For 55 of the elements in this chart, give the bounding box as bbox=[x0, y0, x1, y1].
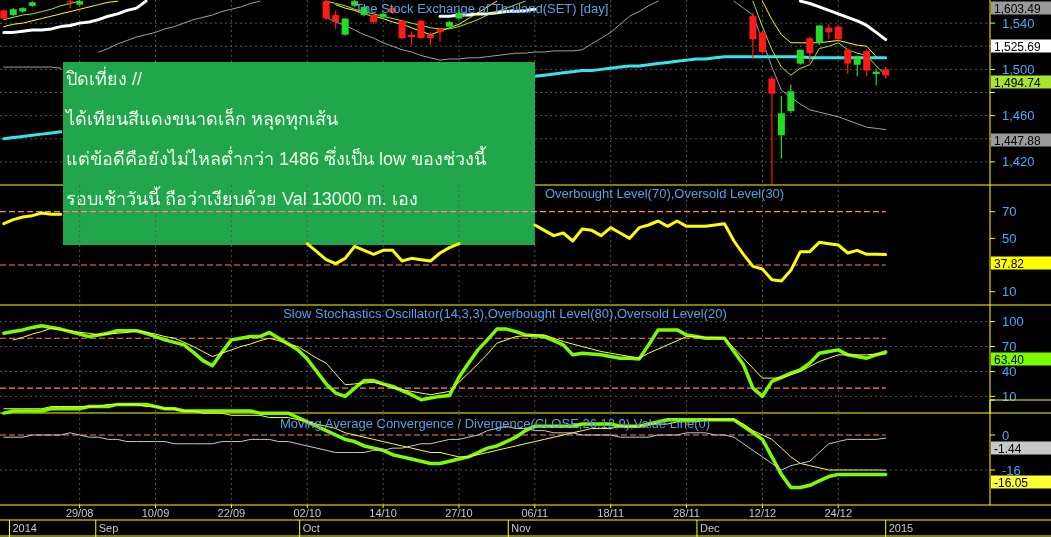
chart-title: Slow Stochastics Oscillator(14,3,3),Overbought Level(80),Oversold Level(20) bbox=[283, 306, 727, 321]
y-tick-label: 100 bbox=[1002, 314, 1024, 330]
chart-title: Overbought Level(70),Oversold Level(30) bbox=[545, 186, 785, 201]
text: Dec bbox=[699, 522, 721, 534]
text: 1,525.69 bbox=[994, 39, 1042, 54]
text: Nov bbox=[511, 522, 532, 534]
text: Sep bbox=[98, 522, 119, 534]
y-tick-label: 10 bbox=[1002, 388, 1017, 404]
x-tick-label: 12/12 bbox=[748, 507, 777, 519]
y-tick-label: 70 bbox=[1002, 204, 1017, 220]
text: 1,447.88 bbox=[994, 133, 1042, 148]
candlestick bbox=[777, 95, 785, 160]
y-tick-label: 1,540 bbox=[1002, 15, 1035, 31]
candlestick bbox=[853, 54, 861, 77]
candlestick bbox=[322, 0, 330, 21]
y-tick-label: 1,500 bbox=[1002, 61, 1035, 77]
x-tick-label: 27/10 bbox=[445, 507, 473, 519]
y-tick-label: 70 bbox=[1002, 339, 1017, 355]
x-tick-label: 10/09 bbox=[141, 507, 170, 519]
text: Oct bbox=[302, 522, 320, 534]
text: 2015 bbox=[888, 522, 914, 534]
candlestick bbox=[758, 30, 766, 55]
x-tick-label: 14/10 bbox=[369, 507, 397, 519]
candlestick bbox=[768, 75, 776, 186]
x-tick-label: 29/08 bbox=[65, 507, 94, 519]
y-tick-label: 1,420 bbox=[1002, 154, 1035, 170]
line-series bbox=[3, 403, 887, 471]
candlestick bbox=[844, 47, 852, 75]
y-tick-label: -16 bbox=[1002, 462, 1021, 478]
y-tick-label: 10 bbox=[1002, 284, 1017, 300]
text: -1.44 bbox=[994, 441, 1022, 456]
candlestick bbox=[863, 49, 871, 77]
x-tick-label: 24/12 bbox=[824, 507, 853, 519]
text: 1,494.74 bbox=[994, 75, 1042, 90]
y-tick-label: 0 bbox=[1002, 427, 1010, 443]
text-box: ปิดเที่ยง // ได้เทียนสีแดงขนาดเล็ก หลุดทุกเส้น แต่ข้อดีคือยังไม่ไหลต่ำกว่า 1486 ซึ่งเป็น low ของช่วงนี้ รอบเช้าวันนี้ ถือว่าเงียบด้วย Val 13000 m. เอง bbox=[63, 62, 535, 245]
candlestick bbox=[417, 19, 425, 40]
x-tick-label: 18/11 bbox=[597, 507, 625, 519]
x-tick-label: 22/09 bbox=[217, 507, 246, 519]
x-tick-label: 28/11 bbox=[673, 507, 700, 519]
candlestick bbox=[749, 12, 757, 60]
annotation: ปิดเที่ยง // ได้เทียนสีแดงขนาดเล็ก หลุดทุกเส้น แต่ข้อดีคือยังไม่ไหลต่ำกว่า 1486 ซึ่งเป็น low ของช่วงนี้ รอบเช้าวันนี้ ถือว่าเงียบด้วย Val 13000 m. เอง bbox=[64, 66, 488, 209]
candlestick bbox=[398, 19, 406, 40]
candlestick bbox=[806, 36, 814, 64]
y-tick-label: 1,460 bbox=[1002, 108, 1035, 124]
candlestick bbox=[815, 24, 823, 46]
y-tick-label: 50 bbox=[1002, 230, 1017, 246]
text: 37.82 bbox=[994, 256, 1025, 271]
candlestick bbox=[787, 83, 795, 114]
text: 2014 bbox=[12, 522, 37, 534]
text: 1,603.49 bbox=[994, 1, 1042, 16]
candlestick bbox=[332, 9, 340, 30]
text: -16.05 bbox=[994, 475, 1029, 490]
x-tick-label: 06/11 bbox=[521, 507, 549, 519]
x-tick-label: 02/10 bbox=[293, 507, 322, 519]
